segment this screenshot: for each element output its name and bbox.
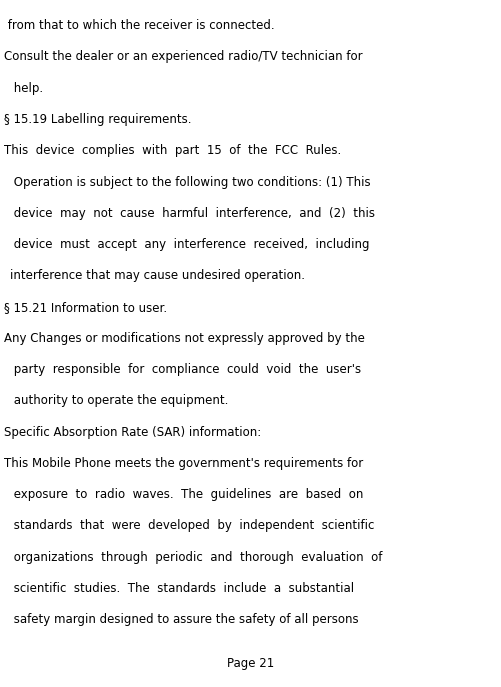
Text: § 15.19 Labelling requirements.: § 15.19 Labelling requirements.: [4, 113, 191, 126]
Text: safety margin designed to assure the safety of all persons: safety margin designed to assure the saf…: [10, 613, 359, 626]
Text: standards  that  were  developed  by  independent  scientific: standards that were developed by indepen…: [10, 519, 374, 532]
Text: organizations  through  periodic  and  thorough  evaluation  of: organizations through periodic and thoro…: [10, 551, 382, 563]
Text: scientific  studies.  The  standards  include  a  substantial: scientific studies. The standards includ…: [10, 582, 354, 595]
Text: Page 21: Page 21: [227, 657, 274, 670]
Text: Any Changes or modifications not expressly approved by the: Any Changes or modifications not express…: [4, 332, 365, 345]
Text: help.: help.: [10, 82, 43, 95]
Text: Consult the dealer or an experienced radio/TV technician for: Consult the dealer or an experienced rad…: [4, 51, 363, 63]
Text: exposure  to  radio  waves.  The  guidelines  are  based  on: exposure to radio waves. The guidelines …: [10, 488, 363, 501]
Text: from that to which the receiver is connected.: from that to which the receiver is conne…: [4, 19, 275, 32]
Text: device  may  not  cause  harmful  interference,  and  (2)  this: device may not cause harmful interferenc…: [10, 207, 375, 220]
Text: party  responsible  for  compliance  could  void  the  user's: party responsible for compliance could v…: [10, 363, 361, 376]
Text: interference that may cause undesired operation.: interference that may cause undesired op…: [10, 269, 305, 282]
Text: device  must  accept  any  interference  received,  including: device must accept any interference rece…: [10, 238, 370, 251]
Text: This Mobile Phone meets the government's requirements for: This Mobile Phone meets the government's…: [4, 457, 363, 470]
Text: Specific Absorption Rate (SAR) information:: Specific Absorption Rate (SAR) informati…: [4, 426, 261, 438]
Text: authority to operate the equipment.: authority to operate the equipment.: [10, 394, 228, 407]
Text: Operation is subject to the following two conditions: (1) This: Operation is subject to the following tw…: [10, 176, 371, 188]
Text: § 15.21 Information to user.: § 15.21 Information to user.: [4, 301, 167, 313]
Text: This  device  complies  with  part  15  of  the  FCC  Rules.: This device complies with part 15 of the…: [4, 144, 341, 157]
